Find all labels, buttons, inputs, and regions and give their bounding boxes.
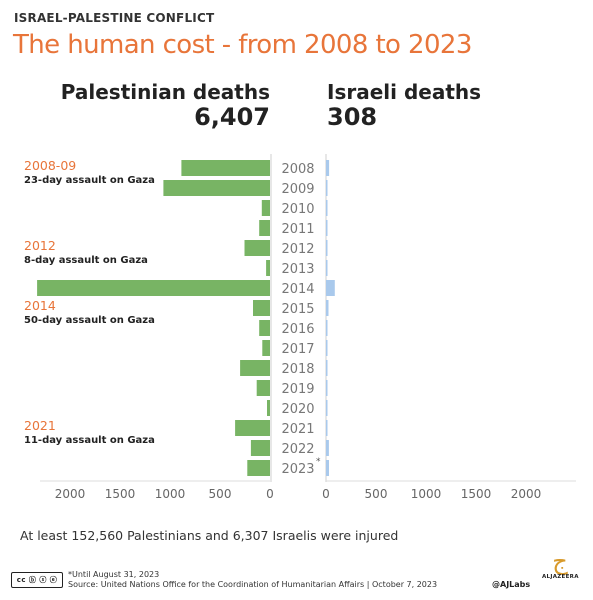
source-note: Source: United Nations Office for the Co… bbox=[68, 580, 438, 589]
right-tick-label: 0 bbox=[322, 487, 330, 501]
palestinian-bar-2013 bbox=[266, 260, 270, 276]
right-tick-label: 2000 bbox=[511, 487, 542, 501]
israeli-bar-2008 bbox=[326, 160, 330, 176]
annotation-text: 23-day assault on Gaza bbox=[24, 175, 155, 186]
chart-title: The human cost - from 2008 to 2023 bbox=[13, 30, 472, 60]
palestinian-deaths-label: Palestinian deaths bbox=[60, 80, 270, 104]
year-label-2011: 2011 bbox=[281, 222, 314, 237]
year-label-2023: 2023 bbox=[281, 462, 314, 477]
year-label-2010: 2010 bbox=[281, 202, 314, 217]
left-tick-label: 500 bbox=[209, 487, 232, 501]
aljazeera-calligraphy-icon: ج bbox=[552, 547, 568, 575]
chart-kicker: ISRAEL-PALESTINE CONFLICT bbox=[14, 11, 215, 25]
left-tick-label: 2000 bbox=[55, 487, 86, 501]
palestinian-bar-2019 bbox=[256, 380, 270, 396]
israeli-bar-2010 bbox=[326, 200, 328, 216]
israeli-bar-2009 bbox=[326, 180, 328, 196]
israeli-bar-2015 bbox=[326, 300, 329, 316]
left-tick-label: 1000 bbox=[155, 487, 186, 501]
palestinian-bar-2009 bbox=[163, 180, 270, 196]
left-tick-label: 0 bbox=[266, 487, 274, 501]
annotation-text: 8-day assault on Gaza bbox=[24, 255, 148, 266]
year-label-2022: 2022 bbox=[281, 442, 314, 457]
annotation-year: 2021 bbox=[24, 418, 56, 433]
palestinian-bar-2016 bbox=[259, 320, 270, 336]
israeli-deaths-total: 308 bbox=[327, 103, 378, 131]
israeli-bar-2019 bbox=[326, 380, 328, 396]
year-label-2008: 2008 bbox=[281, 162, 314, 177]
year-label-2019: 2019 bbox=[281, 382, 314, 397]
israeli-bar-2020 bbox=[326, 400, 328, 416]
annotation-text: 50-day assault on Gaza bbox=[24, 315, 155, 326]
year-label-2015: 2015 bbox=[281, 302, 314, 317]
injured-note: At least 152,560 Palestinians and 6,307 … bbox=[20, 528, 399, 543]
palestinian-bar-2012 bbox=[244, 240, 270, 256]
israeli-bar-2013 bbox=[326, 260, 328, 276]
israeli-bar-2022 bbox=[326, 440, 329, 456]
annotation-year: 2008-09 bbox=[24, 158, 76, 173]
palestinian-bar-2018 bbox=[240, 360, 270, 376]
year-label-2013: 2013 bbox=[281, 262, 314, 277]
right-tick-label: 1000 bbox=[411, 487, 442, 501]
palestinian-bar-2014 bbox=[37, 280, 270, 296]
year-label-2009: 2009 bbox=[281, 182, 314, 197]
year-asterisk: * bbox=[316, 457, 321, 467]
year-label-2012: 2012 bbox=[281, 242, 314, 257]
year-label-2016: 2016 bbox=[281, 322, 314, 337]
right-tick-label: 1500 bbox=[461, 487, 492, 501]
israeli-bar-2023 bbox=[326, 460, 329, 476]
aljazeera-logo: ج ALJAZEERA bbox=[542, 548, 578, 580]
creative-commons-badge: cc ⓑ ⓢ ⓔ bbox=[11, 572, 63, 588]
palestinian-bar-2015 bbox=[253, 300, 270, 316]
year-label-2020: 2020 bbox=[281, 402, 314, 417]
ajlabs-handle: @AJLabs bbox=[492, 580, 531, 589]
palestinian-bar-2020 bbox=[267, 400, 270, 416]
year-label-2014: 2014 bbox=[281, 282, 314, 297]
palestinian-bar-2008 bbox=[181, 160, 270, 176]
annotation-text: 11-day assault on Gaza bbox=[24, 435, 155, 446]
palestinian-deaths-total: 6,407 bbox=[194, 103, 270, 131]
year-label-2017: 2017 bbox=[281, 342, 314, 357]
palestinian-bar-2011 bbox=[259, 220, 270, 236]
aljazeera-logo-word: ALJAZEERA bbox=[542, 574, 579, 580]
until-note: *Until August 31, 2023 bbox=[68, 570, 160, 579]
annotation-year: 2012 bbox=[24, 238, 56, 253]
year-label-2018: 2018 bbox=[281, 362, 314, 377]
israeli-bar-2016 bbox=[326, 320, 328, 336]
palestinian-bar-2022 bbox=[250, 440, 270, 456]
palestinian-bar-2023 bbox=[247, 460, 270, 476]
israeli-bar-2012 bbox=[326, 240, 328, 256]
palestinian-bar-2010 bbox=[261, 200, 270, 216]
annotation-year: 2014 bbox=[24, 298, 56, 313]
israeli-bar-2018 bbox=[326, 360, 328, 376]
israeli-bar-2014 bbox=[326, 280, 335, 296]
palestinian-bar-2021 bbox=[235, 420, 270, 436]
israeli-bar-2021 bbox=[326, 420, 328, 436]
palestinian-bar-2017 bbox=[262, 340, 270, 356]
butterfly-bar-chart: 2008 2009 2010 2011 2012 2013 2014 2015 2016 2017… bbox=[24, 154, 576, 501]
year-label-2021: 2021 bbox=[281, 422, 314, 437]
right-tick-label: 500 bbox=[365, 487, 388, 501]
israeli-deaths-label: Israeli deaths bbox=[327, 80, 482, 104]
israeli-bar-2011 bbox=[326, 220, 328, 236]
left-tick-label: 1500 bbox=[105, 487, 136, 501]
israeli-bar-2017 bbox=[326, 340, 328, 356]
